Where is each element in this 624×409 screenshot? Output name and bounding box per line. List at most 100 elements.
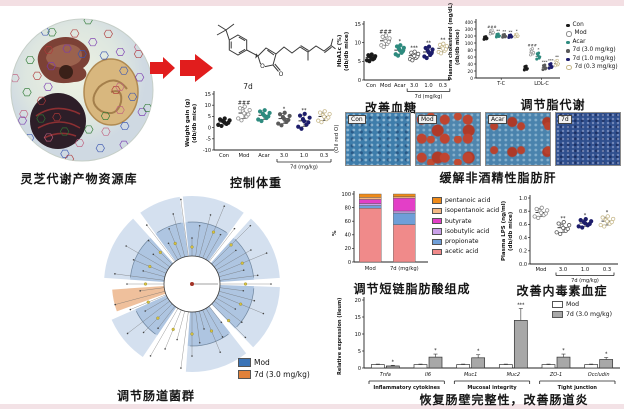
cladogram-legend: Mod 7d (3.0 mg/kg) <box>238 357 310 380</box>
svg-text:*: * <box>399 39 402 45</box>
cholesterol-ylabel-sub: (db/db mice) <box>455 29 461 65</box>
svg-text:###: ### <box>487 24 497 29</box>
svg-text:*: * <box>392 359 395 365</box>
svg-text:**: ** <box>502 28 506 33</box>
svg-text:20: 20 <box>355 298 361 304</box>
svg-text:*: * <box>584 213 587 219</box>
svg-text:7d (mg/kg): 7d (mg/kg) <box>390 266 419 272</box>
svg-text:Con: Con <box>219 153 229 159</box>
svg-text:0.8: 0.8 <box>519 209 527 215</box>
svg-text:*: * <box>516 28 518 33</box>
cladogram <box>70 186 320 388</box>
compound-structure: O O <box>216 23 336 78</box>
ileum-ylabel: Relative expression (ileum) <box>337 297 343 375</box>
svg-text:###: ### <box>238 101 251 107</box>
svg-text:1.0: 1.0 <box>581 267 589 273</box>
histology-image-mod: Mod <box>415 112 481 166</box>
svg-text:Mod: Mod <box>536 267 547 273</box>
legend-item: Con <box>566 22 618 29</box>
weight-gain-chart: -10 -5 0 5 10 15 Con ### Mod Acar * 3.0 ** 1.0 0.3 7d (… <box>186 86 338 180</box>
legend-item: butyrate <box>432 217 499 226</box>
svg-text:300: 300 <box>465 27 473 33</box>
legend-item: Mod <box>566 30 618 37</box>
svg-text:80: 80 <box>468 48 474 54</box>
weight-caption: 控制体重 <box>229 176 282 190</box>
svg-text:0.0: 0.0 <box>519 262 527 268</box>
svg-text:60: 60 <box>345 219 351 225</box>
svg-text:3.0: 3.0 <box>280 153 288 159</box>
svg-text:0.4: 0.4 <box>519 235 527 241</box>
hba1c-caption: 改善血糖 <box>364 101 417 115</box>
legend-item: isobutylic acid <box>432 227 499 236</box>
cholesterol-legend: Con Mod Acar 7d (3.0 mg/kg) 7d (1.0 mg/kg) 7d… <box>566 22 618 71</box>
svg-text:***: *** <box>542 59 548 64</box>
svg-text:7d (mg/kg): 7d (mg/kg) <box>571 278 599 284</box>
svg-text:10: 10 <box>355 40 361 46</box>
svg-text:**: ** <box>440 38 446 44</box>
svg-text:**: ** <box>561 216 567 222</box>
scfa-chart: 0 20 40 60 80 100 Mod 7d (mg/kg) <box>336 188 432 278</box>
liver-histology-strip: Con Mod Acar 7d <box>345 112 624 166</box>
svg-text:***: *** <box>517 303 525 309</box>
svg-text:Occludin: Occludin <box>588 372 610 378</box>
svg-text:*: * <box>562 348 565 354</box>
svg-text:***: *** <box>548 57 554 62</box>
legend-item: 7d (3.0 mg/kg) <box>238 369 310 380</box>
svg-text:0.3: 0.3 <box>603 267 611 273</box>
svg-text:**: ** <box>555 54 559 59</box>
svg-text:0: 0 <box>358 78 361 84</box>
oxygen-atom-label: O <box>279 71 284 78</box>
svg-text:3.0: 3.0 <box>559 267 567 273</box>
svg-text:Con: Con <box>366 83 376 89</box>
svg-text:15: 15 <box>355 22 361 28</box>
lps-chart: 0.0 0.2 0.4 0.6 0.8 1.0 Mod ** 3.0 * 1.0 * 0.3 7d (mg… <box>500 190 624 286</box>
legend-item: isopentanoic acid <box>432 206 499 215</box>
svg-text:Mod: Mod <box>380 83 391 89</box>
svg-text:10: 10 <box>205 103 211 109</box>
svg-text:7d (mg/kg): 7d (mg/kg) <box>415 94 443 100</box>
svg-text:10: 10 <box>355 332 361 338</box>
histology-image-acar: Acar <box>485 112 551 166</box>
svg-text:0.3: 0.3 <box>320 153 328 159</box>
svg-text:Muc1: Muc1 <box>464 372 477 378</box>
svg-text:*: * <box>434 348 437 354</box>
svg-text:20: 20 <box>345 246 351 252</box>
svg-text:Acar: Acar <box>258 153 270 159</box>
tile-label: Mod <box>418 115 437 124</box>
svg-text:5: 5 <box>358 59 361 65</box>
lps-ylabel-sub: (db/db mice) <box>508 211 514 251</box>
svg-text:7d (mg/kg): 7d (mg/kg) <box>290 165 318 171</box>
lps-caption: 改善内毒素血症 <box>516 284 608 298</box>
compound-label: 7d <box>243 82 253 91</box>
svg-text:**: ** <box>426 41 432 47</box>
svg-text:5: 5 <box>208 114 211 120</box>
legend-item: Acar <box>566 39 618 46</box>
svg-text:*: * <box>605 351 608 357</box>
hba1c-ylabel-sub: (db/db mice) <box>344 31 350 71</box>
lingzhi-collage-image <box>8 16 156 164</box>
histology-image-con: Con <box>345 112 411 166</box>
legend-item: Mod <box>238 357 310 368</box>
stain-label: (Oil red O) <box>334 124 340 154</box>
top-strip <box>0 0 624 6</box>
svg-text:Il6: Il6 <box>425 372 431 378</box>
histology-image-7d: 7d <box>555 112 621 166</box>
cholesterol-chart: 0 20 40 60 80 100 200 300 400 T-C ### ** ** ** * LDL-C #… <box>452 14 564 106</box>
svg-text:0: 0 <box>208 125 211 131</box>
svg-text:0: 0 <box>348 260 351 266</box>
legend-item: pentanoic acid <box>432 196 499 205</box>
svg-text:*: * <box>606 210 609 216</box>
svg-text:40: 40 <box>345 233 351 239</box>
svg-text:Muc2: Muc2 <box>507 372 520 378</box>
bottom-strip <box>0 404 624 409</box>
scfa-legend: pentanoic acid isopentanoic acid butyrate i… <box>432 196 499 257</box>
svg-text:1.0: 1.0 <box>300 153 308 159</box>
hba1c-chart: 0 5 10 15 Con ### Mod * Acar *** 3.0 ** 1.0 ** 0.3 7d (… <box>338 18 454 104</box>
ileum-caption: 恢复肠壁完整性，改善肠道炎症 <box>419 393 589 407</box>
legend-item: Mod <box>552 300 612 309</box>
svg-text:###: ### <box>379 29 392 35</box>
svg-text:-10: -10 <box>203 148 211 154</box>
ileum-legend: Mod 7d (3.0 mg/kg) <box>552 300 612 319</box>
svg-text:3.0: 3.0 <box>410 83 418 89</box>
